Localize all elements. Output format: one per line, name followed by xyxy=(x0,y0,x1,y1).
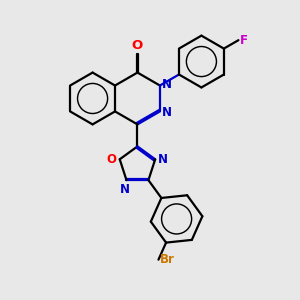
Text: O: O xyxy=(132,39,143,52)
Text: O: O xyxy=(107,153,117,166)
Text: F: F xyxy=(240,34,248,47)
Text: N: N xyxy=(162,77,172,91)
Text: N: N xyxy=(120,183,130,196)
Text: N: N xyxy=(162,106,172,119)
Text: Br: Br xyxy=(160,253,175,266)
Text: N: N xyxy=(158,153,168,166)
